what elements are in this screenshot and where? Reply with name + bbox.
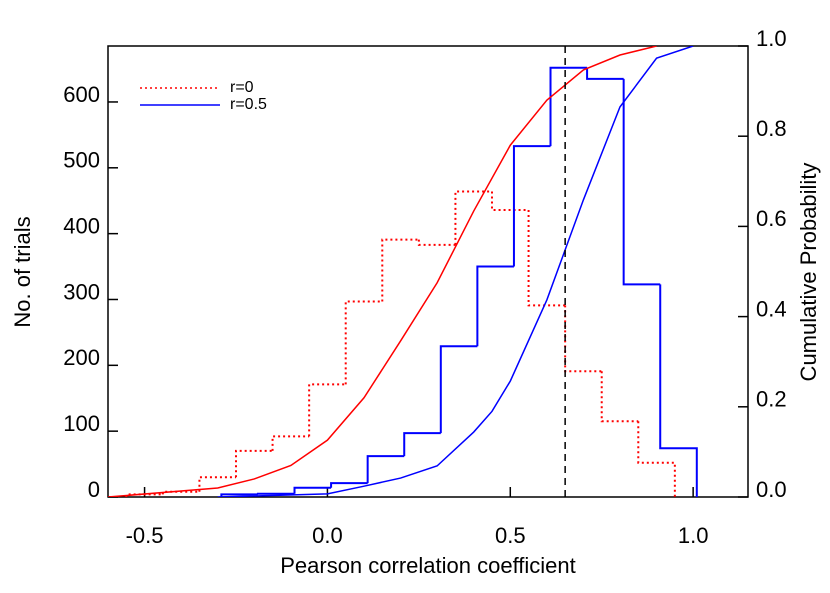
histogram-step	[491, 191, 529, 211]
histogram-step	[381, 238, 419, 302]
histogram-step	[439, 345, 478, 434]
x-tick-label: 0.5	[495, 523, 526, 548]
y-tick-label: 0	[88, 477, 100, 502]
histogram-step	[308, 383, 346, 437]
legend-label: r=0.5	[230, 96, 267, 113]
y-tick-label: 400	[63, 213, 100, 238]
y-tick-label: 300	[63, 279, 100, 304]
y-axis-label: No. of trials	[10, 216, 35, 327]
y-tick-label: 600	[63, 82, 100, 107]
y2-tick-label: 0.2	[756, 387, 787, 412]
histogram-step	[476, 265, 514, 347]
plot-frame	[107, 45, 749, 498]
histogram-step	[330, 482, 368, 488]
histogram-step	[564, 305, 602, 373]
histogram-step	[549, 66, 588, 147]
plot-area	[108, 46, 698, 497]
y-tick-label: 500	[63, 148, 100, 173]
y2-tick-label: 0.6	[756, 206, 787, 231]
legend-label: r=0	[230, 79, 254, 96]
histogram-step	[637, 421, 676, 497]
histogram-step	[659, 284, 698, 497]
histogram-step	[366, 455, 405, 484]
x-tick-label: 1.0	[678, 523, 709, 548]
histogram-step	[527, 209, 566, 307]
histogram-step	[512, 145, 551, 267]
histogram-step	[161, 490, 200, 495]
y2-tick-label: 0.0	[756, 477, 787, 502]
cumulative-line	[108, 46, 657, 497]
x-axis-label: Pearson correlation coefficient	[280, 553, 576, 578]
y2-tick-label: 1.0	[756, 26, 787, 51]
histogram-step	[220, 493, 258, 497]
histogram-step	[403, 432, 441, 457]
y2-tick-label: 0.4	[756, 296, 787, 321]
histogram-step	[417, 239, 456, 246]
histogram-step	[586, 67, 624, 80]
histogram-step	[235, 449, 273, 478]
histogram-step	[600, 371, 639, 423]
x-tick-label: -0.5	[126, 523, 164, 548]
cumulative-line	[217, 46, 694, 497]
y2-axis-label: Cumulative Probability	[796, 163, 821, 382]
y2-tick-label: 0.8	[756, 116, 787, 141]
histogram-step	[256, 492, 295, 495]
y-tick-label: 100	[63, 411, 100, 436]
histogram-step	[622, 78, 661, 286]
histogram-step	[293, 486, 332, 494]
y-tick-label: 200	[63, 345, 100, 370]
histogram-step	[344, 300, 383, 385]
histogram-step	[271, 435, 310, 451]
x-tick-label: 0.0	[312, 523, 343, 548]
